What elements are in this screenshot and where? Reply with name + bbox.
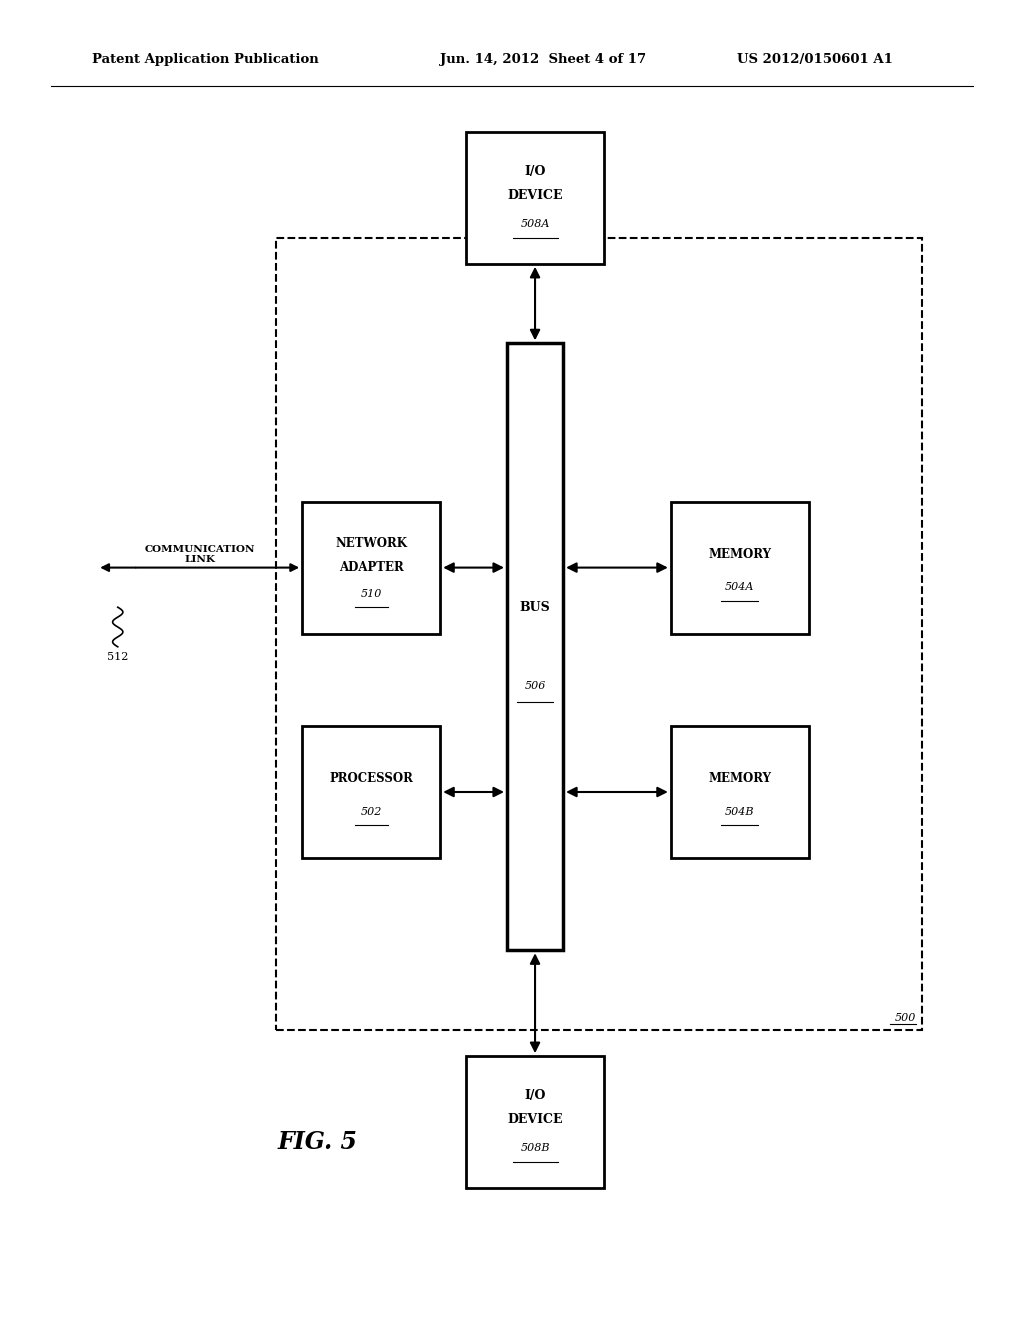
Text: 506: 506	[524, 681, 546, 692]
Text: COMMUNICATION
LINK: COMMUNICATION LINK	[144, 545, 255, 564]
Bar	[671, 502, 809, 634]
Text: BUS: BUS	[519, 601, 551, 614]
Bar	[466, 1056, 604, 1188]
Text: 502: 502	[360, 807, 382, 817]
Text: ADAPTER: ADAPTER	[339, 561, 403, 574]
Text: I/O: I/O	[524, 1089, 546, 1102]
Text: DEVICE: DEVICE	[507, 189, 563, 202]
Bar	[302, 726, 440, 858]
Text: NETWORK: NETWORK	[335, 537, 408, 550]
Text: 508B: 508B	[520, 1143, 550, 1154]
Text: 504A: 504A	[725, 582, 755, 593]
Bar	[671, 726, 809, 858]
Text: 500: 500	[895, 1012, 916, 1023]
Bar	[507, 343, 563, 950]
Text: Jun. 14, 2012  Sheet 4 of 17: Jun. 14, 2012 Sheet 4 of 17	[440, 53, 646, 66]
Text: 504B: 504B	[725, 807, 755, 817]
Text: 508A: 508A	[520, 219, 550, 230]
Text: DEVICE: DEVICE	[507, 1113, 563, 1126]
Text: MEMORY: MEMORY	[709, 548, 771, 561]
Text: FIG. 5: FIG. 5	[278, 1130, 357, 1154]
Bar	[276, 238, 922, 1030]
Bar	[466, 132, 604, 264]
Text: PROCESSOR: PROCESSOR	[330, 772, 413, 785]
Text: 512: 512	[108, 652, 128, 663]
Bar	[302, 502, 440, 634]
Text: US 2012/0150601 A1: US 2012/0150601 A1	[737, 53, 893, 66]
Text: I/O: I/O	[524, 165, 546, 178]
Text: 510: 510	[360, 589, 382, 599]
Text: MEMORY: MEMORY	[709, 772, 771, 785]
Text: Patent Application Publication: Patent Application Publication	[92, 53, 318, 66]
